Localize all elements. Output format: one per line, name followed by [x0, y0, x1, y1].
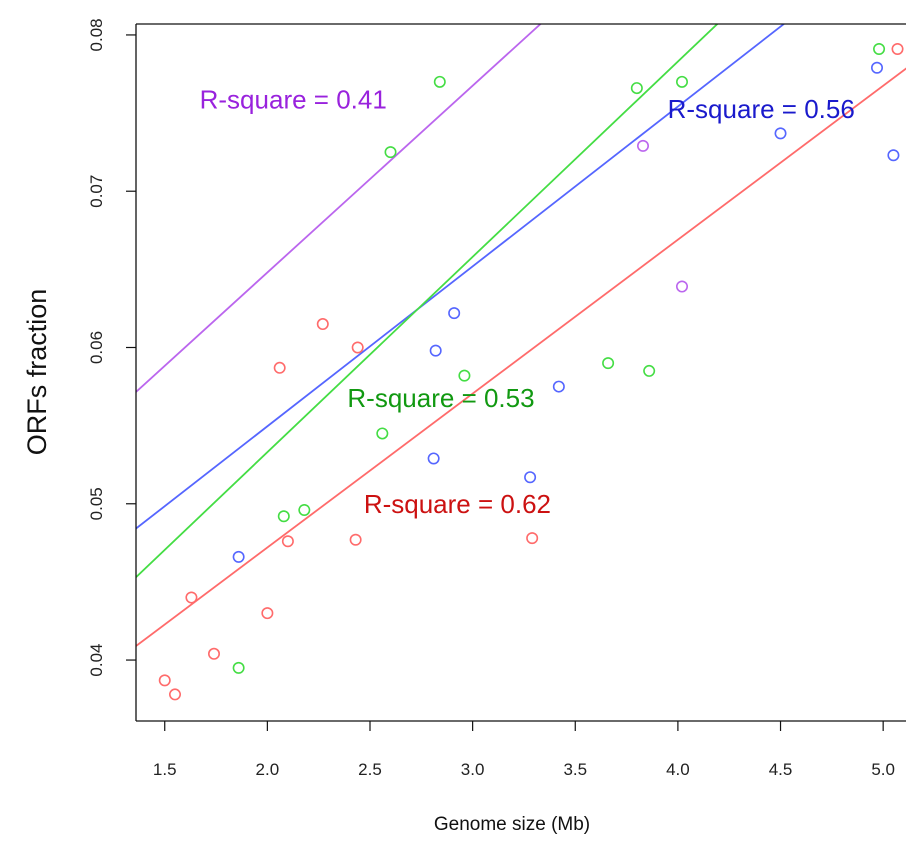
- data-point-s3-3: [298, 504, 311, 517]
- data-point-s1-9: [349, 533, 362, 546]
- x-tick-label: 1.5: [153, 760, 177, 779]
- data-point-s3-11: [675, 75, 688, 88]
- y-tick-label: 0.06: [87, 331, 106, 364]
- data-point-s2-2: [427, 452, 440, 465]
- data-point-s1-10: [351, 341, 364, 354]
- y-tick-label: 0.04: [87, 644, 106, 677]
- data-point-s1-5: [261, 607, 274, 620]
- y-tick-label: 0.07: [87, 175, 106, 208]
- data-point-s3-4: [376, 427, 389, 440]
- data-point-s2-3: [429, 344, 442, 357]
- r-square-annotation-1: R-square = 0.62: [364, 489, 551, 519]
- data-point-s1-2: [169, 688, 182, 701]
- data-point-s2-8: [870, 61, 883, 74]
- x-tick-label: 5.0: [871, 760, 895, 779]
- x-tick-label: 2.5: [358, 760, 382, 779]
- data-point-s3-12: [873, 43, 886, 56]
- data-point-s4-2: [675, 280, 688, 293]
- x-tick-label: 3.0: [461, 760, 485, 779]
- data-point-s2-1: [232, 550, 245, 563]
- data-point-s3-1: [232, 661, 245, 674]
- data-point-s3-7: [458, 369, 471, 382]
- data-point-s2-7: [774, 127, 787, 140]
- data-point-s2-6: [552, 380, 565, 393]
- data-point-s3-5: [384, 146, 397, 159]
- data-point-s1-8: [316, 318, 329, 331]
- r-square-annotation-4: R-square = 0.41: [200, 84, 387, 114]
- data-point-s1-4: [208, 647, 221, 660]
- data-point-s1-7: [281, 535, 294, 548]
- data-point-s1-3: [185, 591, 198, 604]
- x-tick-label: 3.5: [563, 760, 587, 779]
- y-tick-label: 0.05: [87, 487, 106, 520]
- data-point-s3-10: [643, 364, 656, 377]
- x-tick-label: 4.5: [769, 760, 793, 779]
- data-point-s3-2: [277, 510, 290, 523]
- data-point-s3-8: [602, 357, 615, 370]
- r-square-annotation-2: R-square = 0.56: [668, 94, 855, 124]
- x-tick-label: 2.0: [256, 760, 280, 779]
- data-point-s3-6: [433, 75, 446, 88]
- fit-line-2: [136, 24, 786, 530]
- fit-line-1: [136, 67, 906, 647]
- y-tick-label: 0.08: [87, 18, 106, 51]
- data-point-s1-1: [158, 674, 171, 687]
- r-square-annotation-3: R-square = 0.53: [347, 383, 534, 413]
- data-point-s2-4: [448, 307, 461, 320]
- data-point-s1-12: [891, 43, 904, 56]
- fit-line-3: [136, 24, 719, 578]
- data-point-s3-9: [630, 82, 643, 95]
- x-axis-label: Genome size (Mb): [434, 814, 590, 835]
- data-point-s1-11: [526, 532, 539, 545]
- data-point-s1-6: [273, 361, 286, 374]
- data-point-s4-1: [636, 139, 649, 152]
- data-point-s2-9: [887, 149, 900, 162]
- x-tick-label: 4.0: [666, 760, 690, 779]
- y-axis-label: ORFs fraction: [22, 289, 52, 456]
- fit-line-4: [136, 24, 542, 393]
- data-point-s2-5: [524, 471, 537, 484]
